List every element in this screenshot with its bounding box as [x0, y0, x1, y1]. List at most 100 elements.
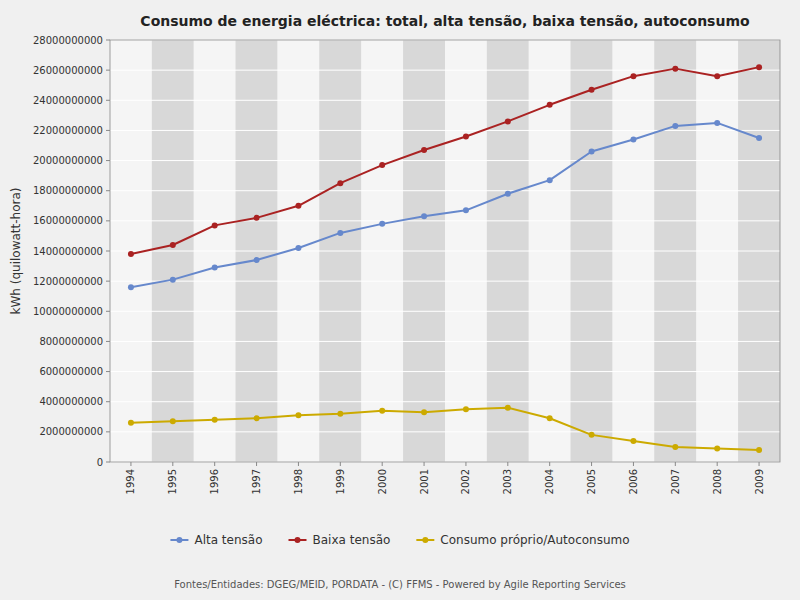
series-point — [672, 66, 678, 72]
y-tick-label: 16000000000 — [33, 215, 103, 226]
y-tick — [106, 190, 110, 191]
grid-line — [110, 341, 780, 342]
series-point — [295, 412, 301, 418]
y-tick — [106, 100, 110, 101]
y-tick — [106, 431, 110, 432]
x-tick-label: 1995 — [167, 469, 178, 494]
grid-line — [110, 190, 780, 191]
series-point — [714, 445, 720, 451]
x-tick — [633, 462, 634, 466]
y-tick-label: 8000000000 — [39, 336, 103, 347]
series-point — [254, 415, 260, 421]
x-tick-label: 1999 — [335, 469, 346, 494]
series-point — [589, 432, 595, 438]
y-tick-label: 12000000000 — [33, 276, 103, 287]
y-tick-label: 10000000000 — [33, 306, 103, 317]
x-tick — [130, 462, 131, 466]
y-tick-label: 2000000000 — [39, 426, 103, 437]
series-point — [337, 180, 343, 186]
data-group — [128, 64, 762, 453]
series-point — [547, 415, 553, 421]
series-point — [212, 417, 218, 423]
x-tick-label: 2006 — [628, 469, 639, 494]
y-tick — [106, 160, 110, 161]
series-point — [630, 438, 636, 444]
series-point — [170, 242, 176, 248]
series-point — [547, 177, 553, 183]
series-point — [128, 284, 134, 290]
x-tick-label: 2004 — [544, 469, 555, 494]
x-tick-label: 2009 — [754, 469, 765, 494]
series-point — [463, 207, 469, 213]
series-line — [131, 67, 759, 254]
x-tick-label: 2003 — [502, 469, 513, 494]
y-tick-label: 14000000000 — [33, 246, 103, 257]
x-tick — [298, 462, 299, 466]
y-tick — [106, 311, 110, 312]
x-tick — [256, 462, 257, 466]
series-point — [630, 136, 636, 142]
series-point — [756, 135, 762, 141]
y-tick — [106, 220, 110, 221]
series-point — [756, 447, 762, 453]
series-point — [254, 257, 260, 263]
series-point — [337, 230, 343, 236]
x-tick-label: 1996 — [209, 469, 220, 494]
y-tick — [106, 70, 110, 71]
x-tick — [465, 462, 466, 466]
series-point — [170, 418, 176, 424]
x-tick — [214, 462, 215, 466]
x-tick-label: 1998 — [293, 469, 304, 494]
series-point — [421, 409, 427, 415]
x-tick — [507, 462, 508, 466]
grid-line — [110, 251, 780, 252]
y-tick — [106, 341, 110, 342]
x-tick — [675, 462, 676, 466]
x-tick-label: 2001 — [419, 469, 430, 494]
y-tick — [106, 251, 110, 252]
legend-item: Baixa tensão — [288, 533, 390, 547]
series-point — [295, 203, 301, 209]
x-tick — [172, 462, 173, 466]
x-tick-label: 2008 — [712, 469, 723, 494]
series-point — [630, 73, 636, 79]
legend-label: Consumo próprio/Autoconsumo — [440, 533, 629, 547]
grid-line — [110, 431, 780, 432]
grid-line — [110, 281, 780, 282]
legend-marker — [422, 537, 428, 543]
y-tick-label: 20000000000 — [33, 155, 103, 166]
legend-label: Baixa tensão — [312, 533, 390, 547]
series-point — [547, 102, 553, 108]
grid-line — [110, 220, 780, 221]
series-point — [756, 64, 762, 70]
y-tick-label: 24000000000 — [33, 95, 103, 106]
x-tick — [549, 462, 550, 466]
y-tick-label: 22000000000 — [33, 125, 103, 136]
legend-marker — [294, 537, 300, 543]
series-point — [421, 213, 427, 219]
series-point — [714, 73, 720, 79]
series-point — [589, 149, 595, 155]
series-point — [714, 120, 720, 126]
series-point — [128, 420, 134, 426]
series-point — [672, 444, 678, 450]
y-tick — [106, 462, 110, 463]
y-tick — [106, 371, 110, 372]
y-tick — [106, 40, 110, 41]
series-point — [505, 405, 511, 411]
y-tick-label: 4000000000 — [39, 396, 103, 407]
series-point — [505, 118, 511, 124]
series-point — [463, 406, 469, 412]
plot-frame — [110, 40, 780, 462]
series-line — [131, 123, 759, 287]
x-tick — [424, 462, 425, 466]
legend-item: Alta tensão — [170, 533, 262, 547]
series-point — [254, 215, 260, 221]
y-tick — [106, 401, 110, 402]
series-point — [421, 147, 427, 153]
y-tick-label: 28000000000 — [33, 35, 103, 46]
x-tick — [382, 462, 383, 466]
y-tick — [106, 281, 110, 282]
x-tick — [591, 462, 592, 466]
series-point — [212, 265, 218, 271]
